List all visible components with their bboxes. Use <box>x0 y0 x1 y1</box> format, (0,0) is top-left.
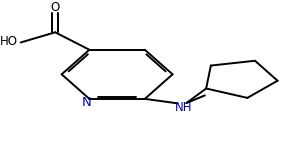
Text: N: N <box>82 96 92 109</box>
Text: O: O <box>51 1 60 14</box>
Text: HO: HO <box>0 35 18 47</box>
Text: NH: NH <box>175 101 192 113</box>
